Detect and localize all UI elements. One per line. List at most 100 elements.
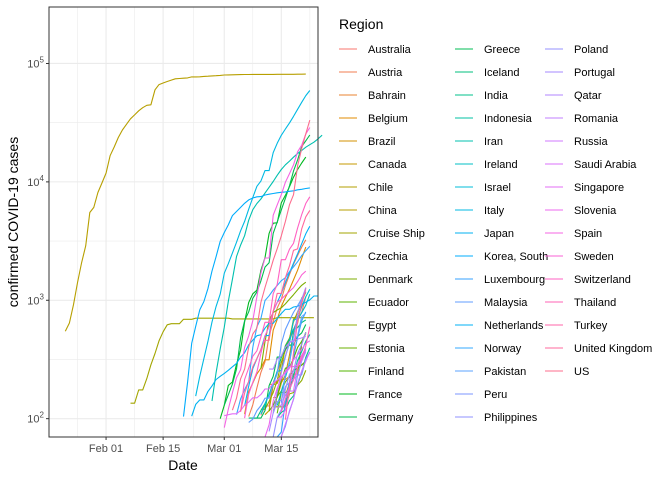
legend-label: Finland [368, 366, 404, 378]
legend-label: Ireland [484, 159, 518, 171]
legend-label: Saudi Arabia [574, 159, 637, 171]
legend-item-korea-south: Korea, South [455, 251, 548, 263]
series-line-slovenia [264, 349, 307, 438]
legend-label: Japan [484, 228, 514, 240]
legend-item-thailand: Thailand [545, 297, 616, 309]
legend-label: Ecuador [368, 297, 409, 309]
y-tick-label: 102 [27, 411, 44, 426]
legend-item-ecuador: Ecuador [339, 297, 409, 309]
plot-border [48, 6, 319, 438]
series-line-china [64, 73, 306, 332]
legend-item-singapore: Singapore [545, 182, 624, 194]
series-line-austria [248, 239, 307, 417]
legend-item-chile: Chile [339, 182, 393, 194]
legend-item-austria: Austria [339, 67, 403, 79]
legend-label: Korea, South [484, 251, 548, 263]
legend-label: Romania [574, 113, 619, 125]
legend-label: Iceland [484, 67, 519, 79]
legend-item-sweden: Sweden [545, 251, 614, 263]
legend-label: Thailand [574, 297, 616, 309]
legend-label: Belgium [368, 113, 408, 125]
legend-label: Australia [368, 44, 412, 56]
x-axis-ticks: Feb 01 Feb 15 Mar 01 Mar 15 [89, 437, 298, 455]
series-line-portugal [268, 287, 307, 432]
legend-item-qatar: Qatar [545, 90, 602, 102]
legend-label: US [574, 366, 589, 378]
legend-item-us: US [545, 366, 589, 378]
legend-item-luxembourg: Luxembourg [455, 274, 545, 286]
x-tick-label: Mar 01 [207, 443, 241, 455]
series-line-united-kingdom [240, 210, 311, 412]
legend-label: Austria [368, 67, 403, 79]
series-line-romania [276, 351, 307, 409]
legend-items: Australia Austria Bahrain Belgium Brazil Cana… [339, 44, 652, 424]
series-line-sweden [244, 270, 307, 419]
series-line-iran [211, 134, 323, 402]
legend-item-egypt: Egypt [339, 320, 396, 332]
series-line-spain [223, 127, 311, 428]
legend-item-iceland: Iceland [455, 67, 519, 79]
legend-label: Cruise Ship [368, 228, 425, 240]
legend-item-slovenia: Slovenia [545, 205, 617, 217]
legend-label: Czechia [368, 251, 409, 263]
legend-item-estonia: Estonia [339, 343, 406, 355]
legend-item-germany: Germany [339, 412, 414, 424]
legend-item-italy: Italy [455, 205, 505, 217]
legend-label: Singapore [574, 182, 624, 194]
legend-item-spain: Spain [545, 228, 602, 240]
series-line-qatar [269, 335, 306, 370]
legend-label: Iran [484, 136, 503, 148]
legend-label: Switzerland [574, 274, 631, 286]
legend-label: Russia [574, 136, 609, 148]
legend-item-cruise-ship: Cruise Ship [339, 228, 425, 240]
legend-item-china: China [339, 205, 398, 217]
legend-item-turkey: Turkey [545, 320, 608, 332]
legend-item-israel: Israel [455, 182, 511, 194]
legend-label: Canada [368, 159, 407, 171]
y-axis-title: confirmed COVID-19 cases [5, 137, 21, 307]
legend-item-france: France [339, 389, 402, 401]
legend-label: Bahrain [368, 90, 406, 102]
y-tick-label: 103 [27, 292, 44, 307]
legend: Region Australia Austria Bahrain Belgium Bra… [339, 16, 652, 424]
legend-title: Region [339, 16, 383, 32]
legend-label: Israel [484, 182, 511, 194]
legend-label: Poland [574, 44, 608, 56]
legend-label: Slovenia [574, 205, 617, 217]
legend-label: Estonia [368, 343, 406, 355]
legend-label: Luxembourg [484, 274, 545, 286]
series-line-bahrain [269, 360, 307, 385]
legend-label: China [368, 205, 398, 217]
grid-minor [49, 7, 318, 437]
legend-item-united-kingdom: United Kingdom [545, 343, 652, 355]
legend-item-iran: Iran [455, 136, 503, 148]
legend-label: Norway [484, 343, 522, 355]
legend-label: France [368, 389, 402, 401]
series-line-switzerland [240, 196, 311, 412]
legend-item-brazil: Brazil [339, 136, 396, 148]
series-line-russia [280, 351, 311, 438]
series-line-malaysia [248, 291, 307, 423]
series-lines [64, 73, 323, 438]
y-axis-ticks: 102 103 104 105 [27, 55, 49, 426]
legend-item-switzerland: Switzerland [545, 274, 631, 286]
legend-item-pakistan: Pakistan [455, 366, 526, 378]
legend-item-greece: Greece [455, 44, 520, 56]
legend-item-poland: Poland [545, 44, 608, 56]
series-line-turkey [284, 289, 307, 420]
y-tick-label: 104 [27, 174, 44, 189]
legend-item-saudi-arabia: Saudi Arabia [545, 159, 637, 171]
legend-item-bahrain: Bahrain [339, 90, 406, 102]
legend-label: Philippines [484, 412, 538, 424]
legend-item-ireland: Ireland [455, 159, 518, 171]
legend-item-belgium: Belgium [339, 113, 408, 125]
legend-label: Brazil [368, 136, 396, 148]
legend-item-finland: Finland [339, 366, 404, 378]
series-line-us [231, 119, 311, 411]
legend-item-malaysia: Malaysia [455, 297, 528, 309]
legend-item-canada: Canada [339, 159, 407, 171]
legend-label: Denmark [368, 274, 413, 286]
legend-item-netherlands: Netherlands [455, 320, 544, 332]
series-line-cruise-ship [130, 317, 314, 404]
legend-item-india: India [455, 90, 509, 102]
